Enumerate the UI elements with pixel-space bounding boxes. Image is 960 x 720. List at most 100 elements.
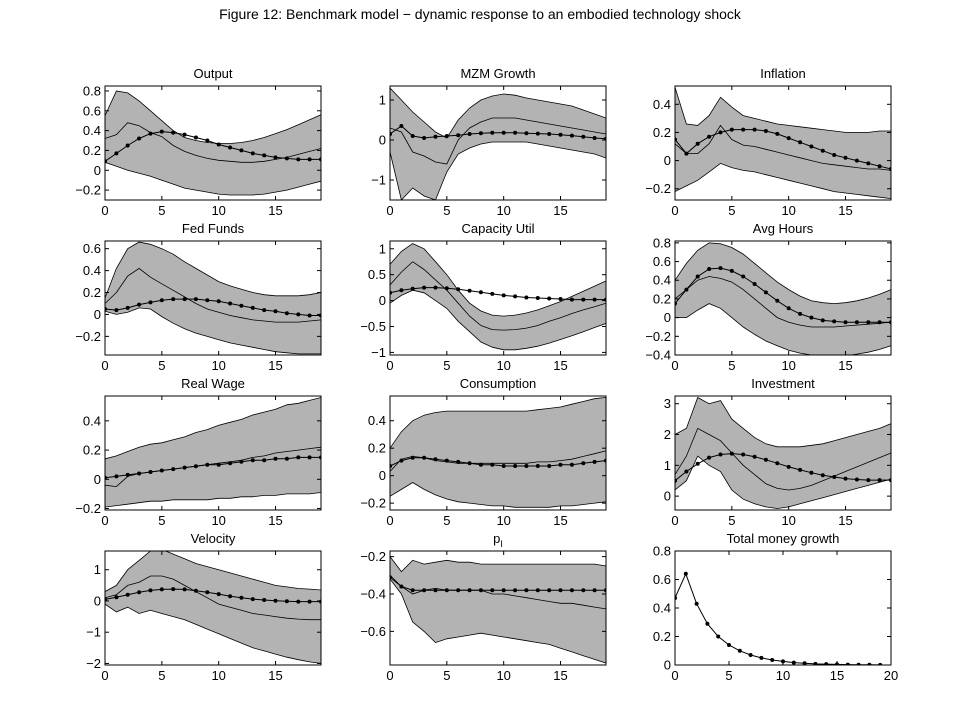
response-point <box>558 297 563 301</box>
y-tick-label: 0.2 <box>653 291 671 306</box>
response-point <box>422 455 427 460</box>
response-point <box>718 266 723 271</box>
response-point <box>684 151 689 156</box>
response-point <box>410 286 415 291</box>
y-tick-label: 0.4 <box>653 97 671 112</box>
median-line <box>105 267 321 323</box>
response-point <box>182 132 187 137</box>
response-point <box>490 130 495 135</box>
response-point <box>809 470 814 475</box>
plot-area <box>675 571 883 665</box>
response-point <box>820 473 825 478</box>
response-point <box>228 461 233 466</box>
response-point <box>239 148 244 153</box>
x-tick-label: 0 <box>671 513 678 528</box>
response-point <box>250 305 255 310</box>
response-point <box>273 309 278 314</box>
response-point <box>513 588 518 593</box>
response-point <box>433 285 438 290</box>
x-tick-label: 10 <box>781 358 795 373</box>
x-tick-label: 10 <box>496 358 510 373</box>
y-tick-label: −1 <box>371 345 386 360</box>
subplot: 0 5 10 15 −0.6 −0.4 −0.2 pI <box>360 531 607 683</box>
response-point <box>193 464 198 469</box>
response-point <box>148 131 153 136</box>
response-point <box>501 293 506 298</box>
response-point <box>456 287 461 292</box>
response-point <box>250 151 255 156</box>
response-point <box>182 587 187 592</box>
response-point <box>684 469 689 474</box>
y-tick-label: 0.2 <box>83 443 101 458</box>
response-point <box>444 458 449 463</box>
response-point <box>239 595 244 600</box>
plot-area <box>390 555 606 664</box>
response-point <box>705 621 710 626</box>
y-tick-label: 3 <box>664 396 671 411</box>
response-point <box>307 313 312 318</box>
response-point <box>824 662 829 665</box>
x-tick-label: 10 <box>211 203 225 218</box>
x-tick-label: 5 <box>443 203 450 218</box>
response-point <box>433 134 438 139</box>
y-tick-label: −0.2 <box>75 329 101 344</box>
response-point <box>478 462 483 467</box>
response-point <box>513 294 518 299</box>
response-point <box>205 298 210 303</box>
y-tick-label: 0.2 <box>653 629 671 644</box>
x-tick-label: 15 <box>838 513 852 528</box>
response-point <box>843 320 848 325</box>
response-point <box>748 653 753 657</box>
x-tick-label: 10 <box>211 668 225 683</box>
median-line <box>675 276 891 328</box>
response-point <box>284 311 289 316</box>
response-point <box>228 594 233 599</box>
response-point <box>467 461 472 466</box>
subplot-title: Avg Hours <box>753 221 814 236</box>
response-point <box>433 457 438 462</box>
subplot-title: Real Wage <box>181 376 245 391</box>
response-point <box>809 144 814 149</box>
response-point <box>114 308 119 313</box>
subplot-title: Inflation <box>760 66 806 81</box>
x-tick-label: 0 <box>386 668 393 683</box>
response-point <box>216 142 221 147</box>
subplot-title: pI <box>493 531 503 549</box>
y-tick-label: 1 <box>379 93 386 108</box>
x-tick-label: 0 <box>386 513 393 528</box>
median-line <box>390 261 606 331</box>
response-point <box>763 457 768 462</box>
y-tick-label: 0.5 <box>368 267 386 282</box>
confidence-band <box>675 242 891 355</box>
response-point <box>741 274 746 279</box>
axes-box <box>104 85 322 201</box>
response-point <box>832 475 837 479</box>
axes-box <box>674 395 892 511</box>
response-point <box>843 476 848 481</box>
response-point <box>763 290 768 295</box>
response-point <box>399 124 404 128</box>
response-point <box>171 467 176 472</box>
response-point <box>444 588 449 593</box>
response-point <box>193 588 198 593</box>
response-point <box>205 590 210 595</box>
y-tick-label: 0 <box>379 133 386 148</box>
response-point <box>399 584 404 589</box>
figure-title: Figure 12: Benchmark model − dynamic res… <box>219 6 741 22</box>
response-point <box>490 588 495 593</box>
x-tick-label: 15 <box>553 358 567 373</box>
response-point <box>802 661 807 665</box>
response-point <box>250 597 255 602</box>
response-point <box>763 129 768 133</box>
response-point <box>752 454 757 459</box>
response-point <box>490 291 495 296</box>
response-point <box>205 138 210 143</box>
response-point <box>114 474 119 479</box>
response-point <box>159 298 164 303</box>
y-tick-label: 0.2 <box>83 143 101 158</box>
x-tick-label: 0 <box>671 203 678 218</box>
